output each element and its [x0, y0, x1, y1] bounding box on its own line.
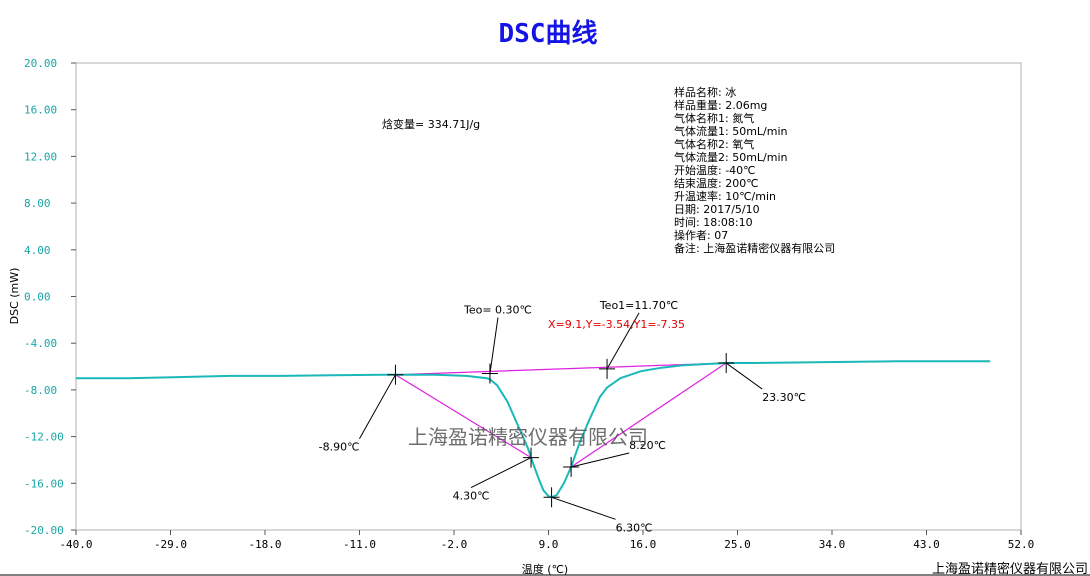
cursor-readout: X=9.1,Y=-3.54,Y1=-7.35	[548, 318, 685, 331]
info-line: 时间: 18:08:10	[674, 216, 753, 229]
y-tick-label: 12.00	[24, 150, 57, 163]
x-tick-label: 16.0	[630, 538, 657, 551]
marker-label: 4.30℃	[453, 490, 490, 503]
x-tick-label: 25.0	[724, 538, 751, 551]
x-tick-label: 52.0	[1008, 538, 1035, 551]
y-tick-label: 4.00	[24, 244, 51, 257]
y-tick-label: 20.00	[24, 57, 57, 70]
info-line: 日期: 2017/5/10	[674, 203, 760, 216]
x-tick-label: -29.0	[154, 538, 187, 551]
baseline-line	[395, 362, 727, 376]
info-line: 样品名称: 冰	[674, 85, 736, 99]
marker: 6.30℃	[543, 487, 653, 534]
x-tick-label: 43.0	[913, 538, 940, 551]
marker: 8.20℃	[563, 439, 666, 477]
x-tick-label: 34.0	[819, 538, 846, 551]
marker: 4.30℃	[453, 447, 540, 503]
x-tick-label: -2.0	[441, 538, 468, 551]
marker-label: -8.90℃	[319, 441, 360, 454]
plot-frame	[75, 62, 1022, 531]
marker-label: 8.20℃	[629, 439, 666, 452]
y-tick-label: -4.00	[24, 337, 57, 350]
marker: Teo= 0.30℃	[463, 304, 532, 384]
marker: -8.90℃	[319, 364, 404, 454]
info-line: 样品重量: 2.06mg	[674, 98, 767, 112]
watermark: 上海盈诺精密仪器有限公司	[408, 425, 648, 449]
y-tick-label: -12.00	[24, 431, 64, 444]
x-tick-label: -40.0	[59, 538, 92, 551]
marker-label: 23.30℃	[762, 391, 806, 404]
marker-label: 6.30℃	[616, 521, 653, 534]
marker-group: -8.90℃ Teo= 0.30℃ 4.30℃ 6.30℃ 8.20℃ Teo1=11.7…	[319, 299, 806, 534]
info-line: 升温速率: 10℃/min	[674, 189, 776, 203]
tangent-line	[395, 374, 532, 459]
info-line: 开始温度: -40℃	[674, 163, 756, 177]
y-axis: 20.00 16.00 12.00 8.00 4.00 0.00 -4.00 -8.00 -12…	[24, 57, 76, 537]
y-tick-label: 8.00	[24, 197, 51, 210]
info-line: 操作者: 07	[674, 228, 728, 242]
x-tick-label: -11.0	[343, 538, 376, 551]
info-line: 备注: 上海盈诺精密仪器有限公司	[674, 241, 835, 255]
chart-title: DSC曲线	[499, 19, 598, 49]
x-tick-label: 9.0	[539, 538, 559, 551]
marker: Teo1=11.70℃	[599, 299, 678, 379]
marker-label: Teo1=11.70℃	[599, 299, 678, 312]
marker: 23.30℃	[718, 353, 806, 404]
marker-label: Teo= 0.30℃	[463, 304, 532, 317]
y-tick-label: -8.00	[24, 384, 57, 397]
y-tick-label: 0.00	[24, 291, 51, 304]
info-line: 气体名称1: 氮气	[674, 111, 754, 125]
x-axis-label: 温度 (℃)	[522, 562, 568, 576]
x-tick-label: -18.0	[248, 538, 281, 551]
info-line: 气体流量2: 50mL/min	[674, 150, 788, 164]
y-axis-label: DSC (mW)	[8, 268, 21, 325]
info-line: 结束温度: 200℃	[674, 176, 759, 190]
tangent-line	[570, 362, 727, 468]
info-line: 气体流量1: 50mL/min	[674, 124, 788, 138]
y-tick-label: -20.00	[24, 524, 64, 537]
x-axis: -40.0 -29.0 -18.0 -11.0 -2.0 9.0 16.0 25.0 34.0 4…	[59, 530, 1034, 551]
enthalpy-label: 焓变量= 334.71J/g	[382, 117, 480, 131]
footer-company: 上海盈诺精密仪器有限公司	[932, 561, 1088, 576]
info-line: 气体名称2: 氧气	[674, 137, 754, 151]
y-tick-label: 16.00	[24, 104, 57, 117]
y-tick-label: -16.00	[24, 477, 64, 490]
